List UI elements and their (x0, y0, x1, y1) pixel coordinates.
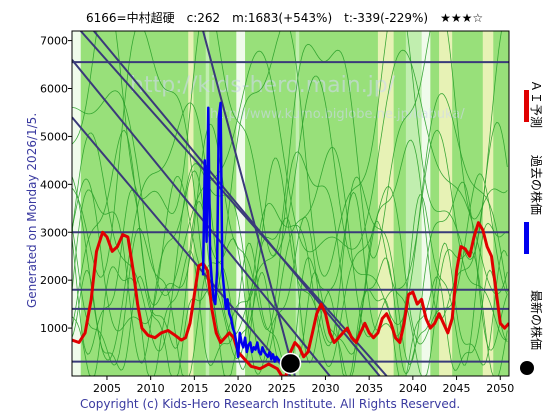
simulation-line-5 (72, 49, 508, 296)
band-3 (236, 31, 246, 376)
x-tick-label: 2040 (399, 382, 427, 395)
simulation-line-0 (72, 173, 508, 368)
y-tick-label: 7000 (40, 35, 68, 48)
trend-line-0 (79, 31, 388, 376)
x-tick-label: 2005 (93, 382, 121, 395)
y-tick-label: 2000 (40, 274, 68, 287)
ai-forecast-legend-label: ＡＩ予測 (529, 80, 543, 128)
y-axis: 1000 2000 3000 4000 5000 6000 7000 (40, 35, 72, 335)
watermark: http://kids-hero.main.jp/ http://www.kum… (130, 73, 465, 122)
x-tick-label: 2045 (443, 382, 471, 395)
band-0 (72, 31, 81, 376)
y-tick-label: 6000 (40, 83, 68, 96)
trend-line-1 (93, 31, 381, 376)
trend-lines (72, 31, 388, 376)
band-4 (295, 31, 300, 376)
trend-line-4 (202, 31, 296, 376)
past-price-legend-icon (524, 222, 529, 254)
y-tick-label: 4000 (40, 178, 68, 191)
band-6 (405, 31, 422, 376)
watermark-sub: http://www.kumo.biglobe.ne.jp/kabuka/ (210, 107, 465, 122)
x-tick-label: 2020 (224, 382, 252, 395)
y-tick-label: 3000 (40, 226, 68, 239)
copyright-notice: Copyright (c) Kids-Hero Research Institu… (80, 397, 460, 411)
latest-price-dot (279, 352, 302, 375)
simulation-line-1 (72, 129, 508, 363)
past-price-line (201, 101, 291, 365)
chart-title: 6166=中村超硬 c:262 m:1683(+543%) t:-339(-22… (86, 10, 483, 25)
trend-line-3 (72, 116, 292, 376)
simulation-line-11 (72, 189, 508, 371)
simulation-line-10 (72, 31, 508, 259)
watermark-main: http://kids-hero.main.jp/ (130, 73, 396, 98)
simulation-line-3 (72, 75, 508, 361)
legend: ＡＩ予測 過去の株価 最新の株価 (520, 80, 544, 375)
generated-date-label: Generated on Monday 2026/1/5. (25, 113, 39, 308)
ai-forecast-line (72, 221, 509, 376)
x-tick-label: 2030 (311, 382, 339, 395)
data-series (72, 101, 509, 376)
band-1 (188, 31, 194, 376)
y-tick-label: 5000 (40, 130, 68, 143)
x-tick-label: 2050 (486, 382, 514, 395)
simulation-line-4 (72, 157, 508, 365)
latest-price-legend-label: 最新の株価 (529, 290, 544, 350)
latest-price-marker (279, 352, 302, 375)
x-tick-label: 2015 (180, 382, 208, 395)
trend-line-2 (72, 59, 331, 376)
past-price-legend-label: 過去の株価 (529, 155, 544, 215)
x-axis: 2005 2010 2015 2020 2025 2030 2035 2040 2045 2050 (93, 376, 514, 395)
x-tick-label: 2035 (355, 382, 383, 395)
band-9 (482, 31, 494, 376)
y-tick-label: 1000 (40, 322, 68, 335)
plot-frame (71, 30, 510, 377)
x-tick-label: 2010 (137, 382, 165, 395)
latest-price-legend-icon (520, 361, 534, 375)
ai-forecast-legend-icon (524, 90, 529, 122)
x-tick-label: 2025 (268, 382, 296, 395)
band-7 (421, 31, 431, 376)
